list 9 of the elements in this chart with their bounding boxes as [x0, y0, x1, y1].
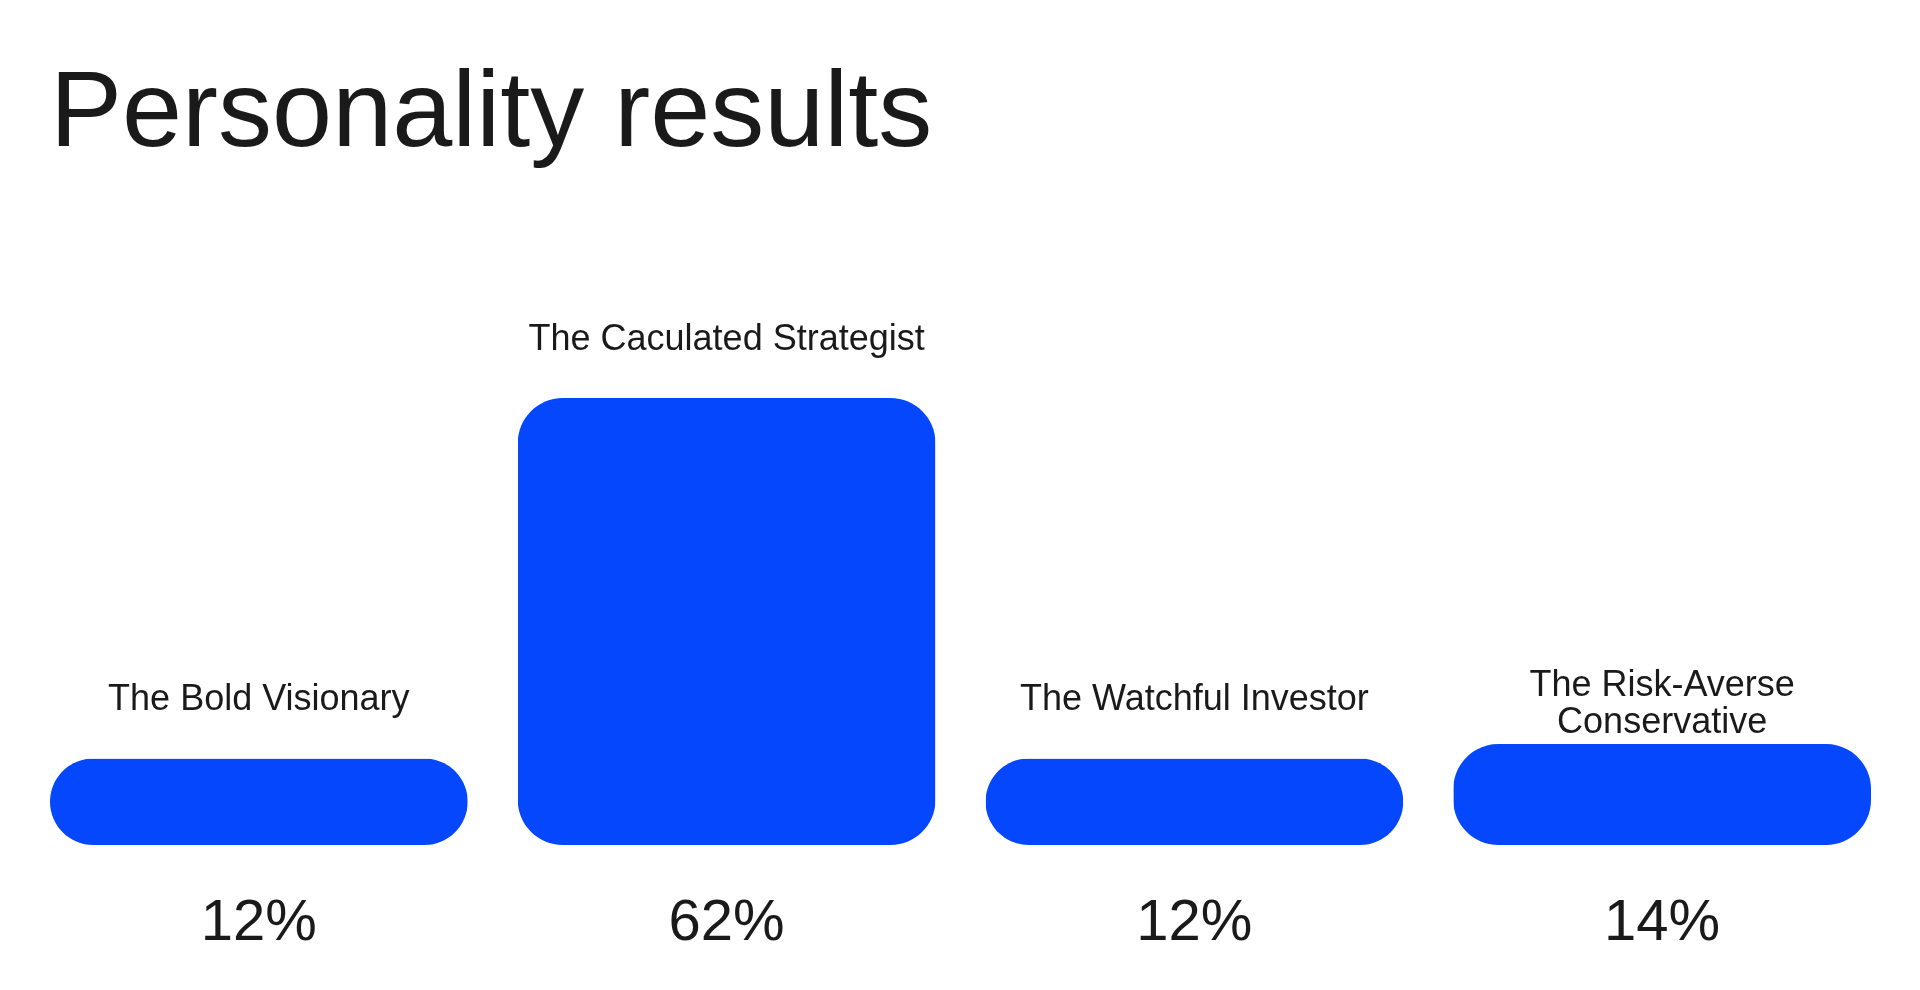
x-tick-label: The Bold Visionary	[108, 677, 410, 719]
data-label: 62%	[668, 887, 785, 952]
data-label: 12%	[1136, 887, 1253, 952]
chart-title: Personality results	[50, 48, 933, 169]
data-label: 14%	[1604, 887, 1721, 952]
x-tick-label: The Risk-Averse Conservative	[1529, 663, 1795, 742]
x-tick-label: The Watchful Investor	[1019, 677, 1369, 719]
x-tick-label: The Caculated Strategist	[528, 317, 925, 358]
data-label: 12%	[200, 887, 317, 952]
